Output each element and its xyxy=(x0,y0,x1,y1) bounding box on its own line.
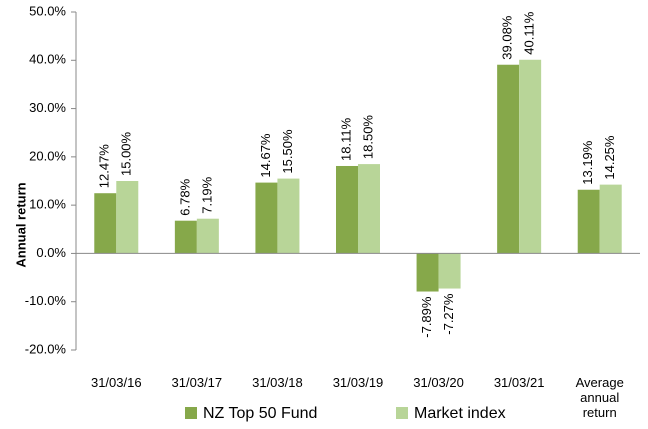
x-tick-label: 31/03/16 xyxy=(90,375,142,390)
y-tick-label: 30.0% xyxy=(29,100,66,115)
data-label: 12.47% xyxy=(97,144,112,189)
y-axis-title: Annual return xyxy=(13,182,28,267)
bar xyxy=(255,182,278,254)
y-tick-label: 0.0% xyxy=(36,245,66,260)
bar xyxy=(277,178,300,254)
bar xyxy=(358,164,380,254)
legend-label: Market index xyxy=(414,405,506,422)
data-label: -7.89% xyxy=(419,296,434,338)
y-tick-label: -10.0% xyxy=(25,293,67,308)
bar xyxy=(577,189,600,254)
bar xyxy=(336,165,358,254)
data-label: 18.50% xyxy=(360,115,375,160)
legend-swatch xyxy=(396,407,408,419)
x-tick-label: 31/03/21 xyxy=(493,375,545,390)
bar xyxy=(116,181,139,254)
y-tick-label: 40.0% xyxy=(29,52,66,67)
bar xyxy=(196,218,219,254)
legend-swatch xyxy=(185,407,197,419)
data-label: 7.19% xyxy=(199,176,214,213)
y-tick-label: 10.0% xyxy=(29,197,66,212)
data-label: 40.11% xyxy=(522,11,537,55)
data-label: 15.00% xyxy=(119,131,134,176)
bar xyxy=(416,253,439,292)
bar xyxy=(94,193,117,254)
data-label: 39.08% xyxy=(500,15,515,60)
x-tick-label: 31/03/19 xyxy=(332,375,384,390)
bar xyxy=(497,64,520,254)
data-label: 14.25% xyxy=(602,135,617,180)
data-label: 13.19% xyxy=(580,140,595,185)
data-label: 18.11% xyxy=(338,117,353,161)
data-label: 15.50% xyxy=(280,129,295,174)
x-tick-label: 31/03/18 xyxy=(252,375,303,390)
y-tick-label: -20.0% xyxy=(25,341,67,356)
x-tick-label: 31/03/17 xyxy=(171,375,223,390)
bar xyxy=(438,253,461,289)
bar xyxy=(519,59,542,254)
legend-label: NZ Top 50 Fund xyxy=(203,405,317,422)
bar xyxy=(599,184,622,254)
bar xyxy=(174,220,197,254)
x-tick-label: Average annual return xyxy=(575,375,624,420)
y-tick-label: 20.0% xyxy=(29,148,66,163)
y-tick-label: 50.0% xyxy=(29,3,66,18)
data-label: 14.67% xyxy=(258,133,273,178)
data-label: -7.27% xyxy=(441,293,456,335)
data-label: 6.78% xyxy=(177,178,192,215)
x-tick-label: 31/03/20 xyxy=(413,375,464,390)
